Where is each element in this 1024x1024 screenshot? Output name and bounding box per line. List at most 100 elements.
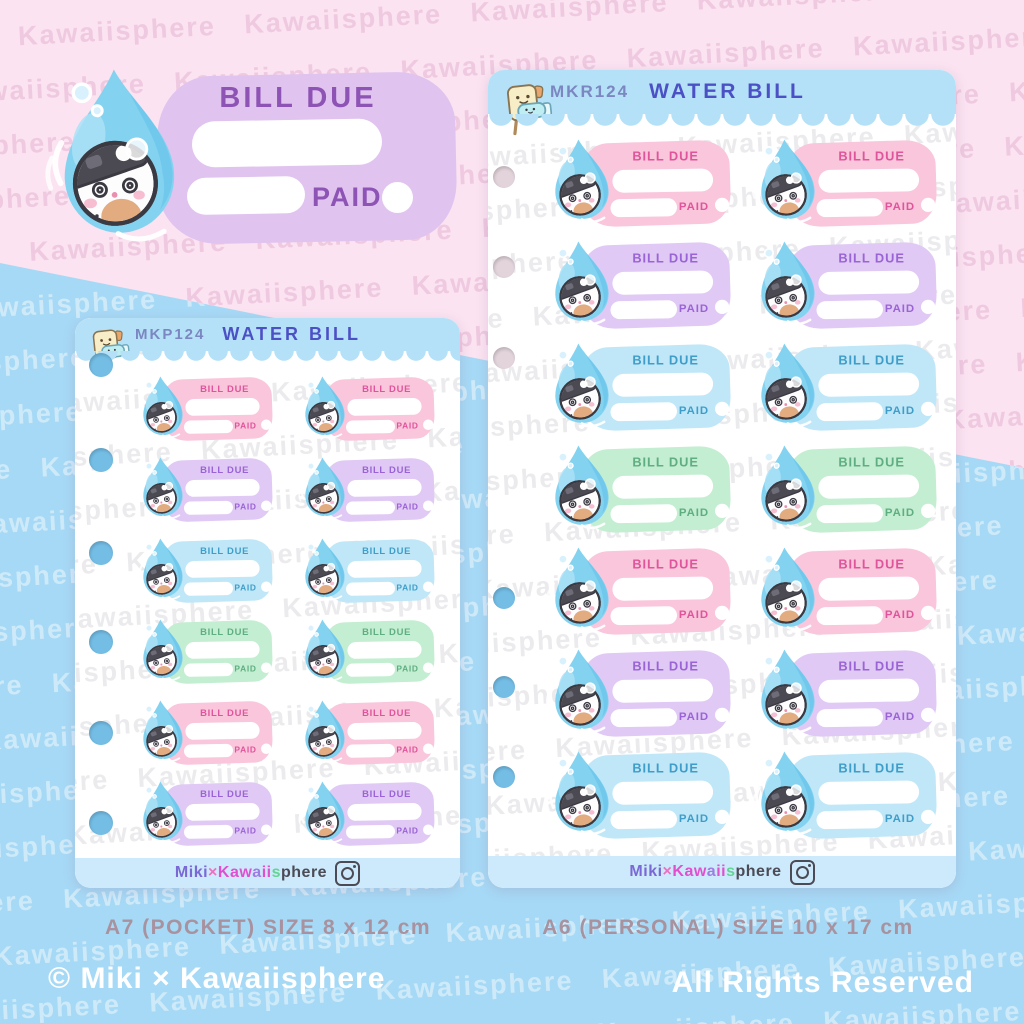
bill-due-label: BILL DUE — [200, 545, 250, 556]
paid-checkbox-circle — [921, 401, 936, 416]
water-drop-character — [541, 745, 617, 841]
water-drop-character — [295, 777, 351, 848]
sticker-row: BILL DUE PAID BILL DUE PAID — [75, 773, 460, 854]
sticker-cell: BILL DUE PAID — [544, 340, 734, 435]
bill-due-label: BILL DUE — [632, 352, 699, 368]
write-in-field — [185, 640, 260, 659]
sticker-row: BILL DUE PAID BILL DUE PAID — [488, 642, 956, 744]
brand-segment: s — [726, 863, 736, 880]
brand-segment: ii — [261, 864, 272, 881]
bill-due-label: BILL DUE — [200, 707, 250, 718]
binder-hole — [89, 541, 113, 565]
bill-due-label: BILL DUE — [838, 250, 905, 266]
brand-text: Miki×Kawaiisphere — [175, 864, 327, 882]
bill-due-sticker: BILL DUE PAID — [135, 374, 275, 444]
paid-checkbox-circle — [921, 299, 936, 314]
paid-checkbox-circle — [261, 824, 272, 835]
bill-due-sticker: BILL DUE PAID — [297, 779, 437, 849]
bill-due-label: BILL DUE — [838, 352, 905, 368]
write-in-field — [347, 640, 422, 659]
hero-bill-due-label: BILL DUE — [219, 82, 377, 114]
sticker-cell: BILL DUE PAID — [544, 748, 734, 843]
instagram-lens — [795, 865, 809, 879]
paid-checkbox-circle — [715, 707, 730, 722]
bill-due-sticker: BILL DUE PAID — [135, 617, 275, 687]
water-drop-character — [133, 696, 189, 767]
bill-due-sticker: BILL DUE PAID — [544, 238, 734, 333]
write-in-field — [612, 167, 714, 193]
paid-label: PAID — [678, 403, 710, 417]
write-in-field-small — [345, 743, 396, 758]
bill-due-sticker: BILL DUE PAID — [750, 544, 940, 639]
bill-due-sticker: BILL DUE PAID — [135, 698, 275, 768]
paid-label: PAID — [234, 663, 257, 674]
paid-label: PAID — [884, 709, 916, 723]
sticker-row: BILL DUE PAID BILL DUE PAID — [75, 611, 460, 692]
bill-due-label: BILL DUE — [632, 250, 699, 266]
bill-due-label: BILL DUE — [362, 707, 412, 718]
water-drop-character — [541, 643, 617, 739]
binder-hole — [493, 587, 515, 609]
bill-due-sticker: BILL DUE PAID — [544, 646, 734, 741]
write-in-field — [612, 371, 714, 397]
paid-label: PAID — [678, 199, 710, 213]
paid-label: PAID — [884, 403, 916, 417]
write-in-field-small — [816, 503, 884, 523]
binder-hole — [89, 448, 113, 472]
bill-due-label: BILL DUE — [200, 788, 250, 799]
brand-segment: Miki — [629, 863, 663, 880]
write-in-field — [185, 478, 260, 497]
bill-due-label: BILL DUE — [632, 148, 699, 164]
sticker-cell: BILL DUE PAID — [297, 779, 437, 849]
brand-segment: × — [208, 864, 218, 881]
brand-segment: Kaw — [672, 863, 707, 880]
binder-hole — [89, 811, 113, 835]
bill-due-label: BILL DUE — [200, 464, 250, 475]
sticker-row: BILL DUE PAID BILL DUE PAID — [488, 438, 956, 540]
water-drop-character — [541, 439, 617, 535]
write-in-field-small — [345, 581, 396, 596]
write-in-field-small — [610, 503, 678, 523]
hero-paid-checkbox-circle — [382, 182, 413, 213]
water-drop-character — [133, 615, 189, 686]
binder-hole — [493, 347, 515, 369]
sheet-size-caption: A7 (POCKET) SIZE 8 x 12 cm — [104, 916, 432, 939]
paid-checkbox-circle — [715, 605, 730, 620]
sticker-row: BILL DUE PAID BILL DUE PAID — [75, 692, 460, 773]
sticker-sheet-a7: Kawaiisphere Kawaiisphere Kawaiisphere K… — [75, 318, 460, 888]
instagram-flash-dot — [353, 864, 357, 868]
paid-label: PAID — [234, 744, 257, 755]
sheet-size-caption: A6 (PERSONAL) SIZE 10 x 17 cm — [542, 916, 914, 939]
paid-checkbox-circle — [921, 197, 936, 212]
bill-due-sticker: BILL DUE PAID — [135, 779, 275, 849]
write-in-field — [347, 802, 422, 821]
sticker-cell: BILL DUE PAID — [135, 536, 275, 606]
paid-checkbox-circle — [715, 401, 730, 416]
sheet-footer: Miki×Kawaiisphere — [488, 856, 956, 888]
bill-due-sticker: BILL DUE PAID — [750, 748, 940, 843]
sticker-cell: BILL DUE PAID — [135, 698, 275, 768]
brand-segment: phere — [735, 863, 782, 880]
write-in-field-small — [345, 500, 396, 515]
paid-checkbox-circle — [261, 662, 272, 673]
write-in-field-small — [183, 824, 234, 839]
water-drop-character — [133, 534, 189, 605]
paid-checkbox-circle — [261, 500, 272, 511]
brand-segment: s — [271, 864, 281, 881]
water-drop-character — [541, 541, 617, 637]
write-in-field-small — [610, 299, 678, 319]
write-in-field — [185, 397, 260, 416]
sticker-row: BILL DUE PAID BILL DUE PAID — [488, 744, 956, 846]
write-in-field-small — [183, 662, 234, 677]
write-in-field — [818, 575, 920, 601]
write-in-field — [818, 473, 920, 499]
sheet-code: MKP124 — [135, 326, 206, 343]
bill-due-sticker: BILL DUE PAID — [544, 442, 734, 537]
bill-due-sticker: BILL DUE PAID — [297, 617, 437, 687]
paid-label: PAID — [884, 505, 916, 519]
write-in-field-small — [816, 401, 884, 421]
sticker-cell: BILL DUE PAID — [750, 340, 940, 435]
sheet-code: MKR124 — [550, 82, 630, 101]
sheet-title: WATER BILL — [649, 80, 806, 103]
